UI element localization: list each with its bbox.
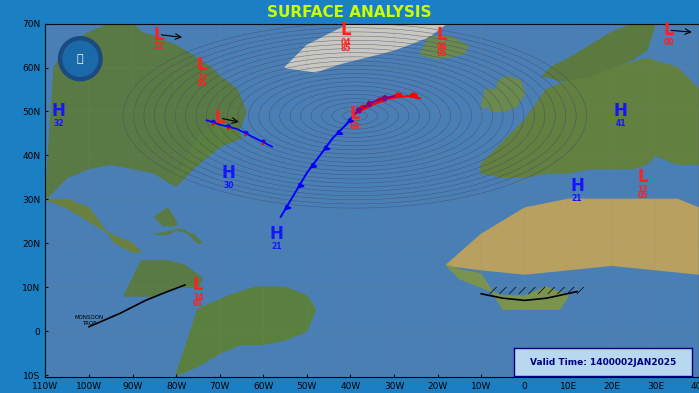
Polygon shape — [228, 126, 230, 130]
Text: L: L — [193, 276, 203, 294]
Polygon shape — [154, 230, 202, 243]
Polygon shape — [384, 95, 388, 99]
Polygon shape — [547, 24, 656, 81]
Text: L: L — [437, 26, 447, 44]
Polygon shape — [481, 59, 699, 177]
Text: 00: 00 — [663, 38, 674, 47]
Polygon shape — [542, 24, 656, 81]
Polygon shape — [45, 24, 246, 199]
Polygon shape — [154, 208, 176, 226]
Polygon shape — [298, 183, 304, 188]
Polygon shape — [176, 287, 315, 375]
Text: 85: 85 — [341, 44, 352, 53]
Text: 14: 14 — [193, 293, 203, 302]
Text: H: H — [222, 164, 236, 182]
Circle shape — [59, 37, 102, 81]
Polygon shape — [261, 140, 266, 143]
Text: 21: 21 — [271, 242, 282, 252]
Polygon shape — [212, 121, 215, 125]
Text: L: L — [215, 109, 225, 127]
Polygon shape — [262, 141, 265, 145]
Text: 12: 12 — [197, 73, 208, 82]
Text: 96: 96 — [437, 42, 447, 51]
Polygon shape — [446, 199, 699, 274]
Text: L: L — [197, 56, 208, 74]
Polygon shape — [347, 118, 354, 123]
Text: L: L — [153, 26, 164, 44]
Polygon shape — [124, 261, 202, 296]
Text: H: H — [570, 177, 584, 195]
Text: 32: 32 — [154, 42, 164, 51]
Text: 05: 05 — [637, 191, 647, 200]
Polygon shape — [211, 120, 215, 123]
Text: L: L — [340, 21, 352, 39]
Text: 01: 01 — [193, 299, 203, 308]
Polygon shape — [394, 93, 402, 98]
Polygon shape — [420, 37, 468, 59]
Polygon shape — [356, 108, 361, 113]
Polygon shape — [244, 131, 248, 134]
Text: L: L — [350, 105, 360, 123]
Text: 69: 69 — [350, 121, 360, 130]
Text: 04: 04 — [341, 38, 352, 47]
Text: 🌐: 🌐 — [77, 54, 84, 64]
Text: L: L — [637, 168, 648, 186]
Text: 12: 12 — [637, 185, 647, 194]
Text: L: L — [663, 21, 674, 39]
Polygon shape — [481, 90, 498, 107]
Text: 05: 05 — [197, 79, 208, 88]
Polygon shape — [324, 146, 330, 150]
Polygon shape — [446, 265, 568, 309]
Text: SURFACE ANALYSIS: SURFACE ANALYSIS — [267, 5, 432, 20]
Polygon shape — [377, 97, 384, 103]
Text: 05: 05 — [437, 49, 447, 58]
Text: Valid Time: 1400002JAN2025: Valid Time: 1400002JAN2025 — [530, 358, 676, 367]
Polygon shape — [311, 163, 317, 168]
Text: MONSOON
TROF: MONSOON TROF — [75, 315, 103, 325]
Polygon shape — [490, 76, 525, 112]
Text: H: H — [614, 103, 628, 121]
Text: 41: 41 — [615, 119, 626, 129]
Text: H: H — [52, 103, 66, 121]
Text: 30: 30 — [223, 181, 233, 190]
Polygon shape — [226, 125, 231, 127]
Text: H: H — [269, 226, 283, 244]
Polygon shape — [245, 132, 247, 136]
Text: 32: 32 — [53, 119, 64, 129]
Polygon shape — [410, 93, 417, 98]
Circle shape — [63, 41, 98, 76]
Polygon shape — [357, 108, 361, 111]
Polygon shape — [359, 105, 367, 111]
Text: 21: 21 — [572, 194, 582, 203]
Polygon shape — [285, 205, 291, 210]
Polygon shape — [369, 101, 373, 105]
Polygon shape — [285, 15, 446, 72]
Polygon shape — [382, 96, 386, 101]
Polygon shape — [368, 101, 371, 107]
Polygon shape — [336, 130, 343, 134]
Polygon shape — [45, 199, 141, 252]
Polygon shape — [176, 125, 242, 177]
